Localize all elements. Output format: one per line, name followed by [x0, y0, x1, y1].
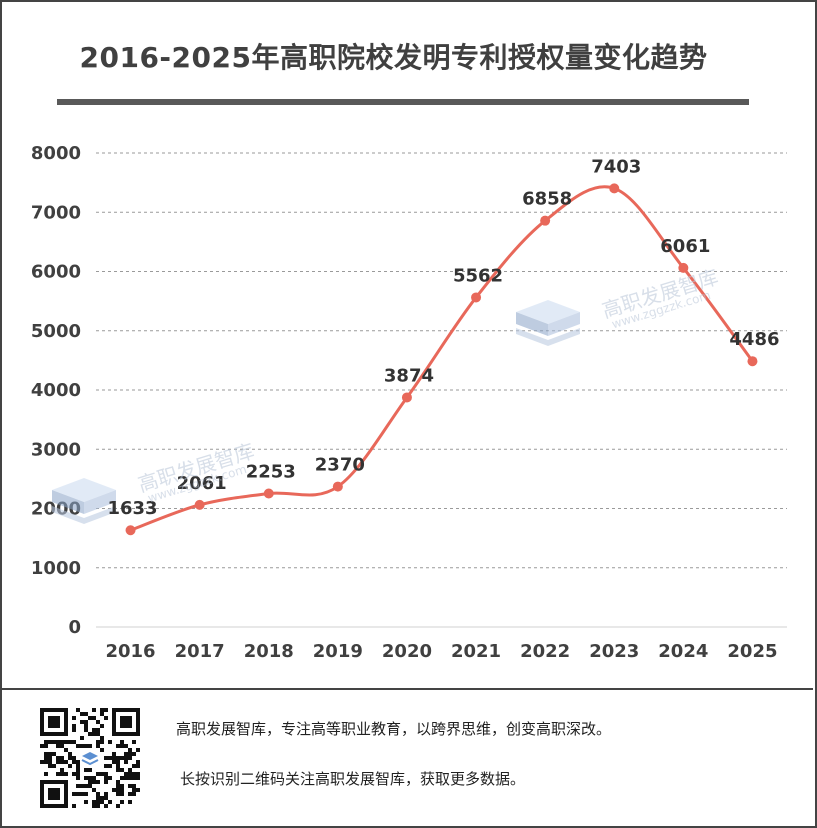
data-point — [125, 525, 136, 536]
watermark-logo — [52, 478, 116, 524]
data-points — [125, 183, 758, 536]
data-point — [678, 262, 689, 273]
x-tick-label: 2021 — [451, 641, 501, 662]
y-tick-label: 8000 — [31, 143, 81, 164]
data-point — [401, 392, 412, 403]
x-tick-label: 2020 — [382, 641, 432, 662]
data-label: 2370 — [315, 455, 365, 476]
data-labels: 1633 2061 2253 2370 3874 5562 6858 7403 6061 4486 — [107, 156, 779, 519]
data-point — [540, 215, 551, 226]
data-point — [263, 488, 274, 499]
y-tick-label: 1000 — [31, 558, 81, 579]
footer-divider — [0, 688, 813, 690]
y-tick-label: 5000 — [31, 321, 81, 342]
y-tick-label: 6000 — [31, 262, 81, 283]
x-tick-label: 2023 — [589, 641, 639, 662]
data-point — [747, 356, 758, 367]
footer-slogan: 高职发展智库，专注高等职业教育，以跨界思维，创变高职深改。 — [176, 720, 612, 738]
y-tick-label: 7000 — [31, 202, 81, 223]
watermark-logo — [516, 300, 580, 346]
data-point — [332, 481, 343, 492]
x-tick-label: 2025 — [727, 641, 777, 662]
data-label: 5562 — [453, 265, 503, 286]
data-point — [609, 183, 620, 194]
qr-code[interactable] — [40, 708, 140, 808]
data-point — [471, 292, 482, 303]
data-label: 2253 — [246, 462, 296, 483]
data-point — [194, 499, 205, 510]
x-tick-label: 2017 — [175, 641, 225, 662]
data-label: 4486 — [729, 329, 779, 350]
data-label: 6061 — [660, 236, 710, 257]
x-tick-label: 2024 — [658, 641, 708, 662]
qr-logo — [82, 752, 98, 760]
footer-cta: 长按识别二维码关注高职发展智库，获取更多数据。 — [180, 770, 526, 788]
grid-lines — [96, 152, 787, 628]
x-tick-label: 2022 — [520, 641, 570, 662]
data-label: 1633 — [107, 498, 157, 519]
data-label: 6858 — [522, 189, 572, 210]
x-tick-label: 2019 — [313, 641, 363, 662]
title-underline — [57, 99, 749, 105]
data-label: 7403 — [591, 156, 641, 177]
x-tick-label: 2018 — [244, 641, 294, 662]
line-chart: 010002000300040005000600070008000 201620… — [31, 143, 787, 662]
y-axis-ticks: 010002000300040005000600070008000 — [31, 143, 81, 638]
data-label: 2061 — [177, 473, 227, 494]
data-label: 3874 — [384, 365, 434, 386]
y-tick-label: 0 — [68, 617, 81, 638]
y-tick-label: 4000 — [31, 380, 81, 401]
y-tick-label: 3000 — [31, 439, 81, 460]
series-line — [130, 185, 754, 532]
chart-title: 2016-2025年高职院校发明专利授权量变化趋势 — [79, 41, 708, 74]
x-tick-label: 2016 — [105, 641, 155, 662]
x-axis-ticks: 2016 2017 2018 2019 2020 2021 2022 2023 2024 2025 — [105, 641, 777, 662]
watermark-logos — [52, 300, 580, 524]
